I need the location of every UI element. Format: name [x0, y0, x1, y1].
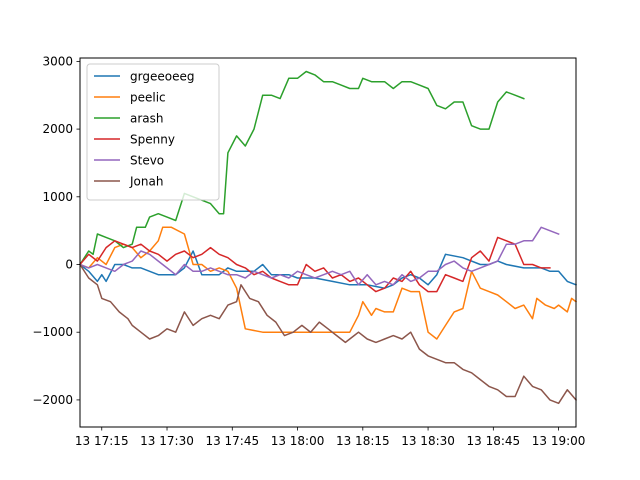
series-line-stevo: [79, 226, 560, 286]
series-line-peelic: [79, 226, 578, 340]
plot-lines: [78, 70, 578, 405]
x-tick-label: 13 17:15: [75, 434, 129, 448]
series-line-arash: [78, 70, 525, 266]
series-line-jonah: [78, 263, 578, 405]
x-tick-label: 13 19:00: [532, 434, 586, 448]
legend-label-spenny: Spenny: [130, 133, 175, 147]
legend-label-peelic: peelic: [130, 91, 166, 105]
plot-area-frame: [79, 57, 577, 428]
y-tick-label: 1000: [42, 190, 73, 204]
legend-label-arash: arash: [130, 112, 164, 126]
legend-label-grgeeoeeg: grgeeoeeg: [130, 70, 194, 84]
legend-label-jonah: Jonah: [129, 175, 163, 189]
y-tick-label: 3000: [42, 54, 73, 68]
legend: grgeeoeeg peelic arash Spenny Stevo Jonah: [86, 63, 220, 201]
x-tick-label: 13 18:30: [401, 434, 455, 448]
y-axis: −2000 −1000 0 1000 2000 3000: [32, 54, 80, 407]
axes-frame: [79, 57, 577, 428]
y-tick-label: 0: [65, 258, 73, 272]
x-tick-label: 13 18:00: [271, 434, 325, 448]
legend-label-stevo: Stevo: [130, 154, 164, 168]
series-line-spenny: [78, 236, 551, 293]
x-tick-label: 13 17:30: [140, 434, 194, 448]
x-tick-label: 13 18:45: [466, 434, 520, 448]
x-axis: 13 17:15 13 17:30 13 17:45 13 18:00 13 18:15…: [75, 427, 586, 448]
y-tick-label: 2000: [42, 122, 73, 136]
y-tick-label: −1000: [32, 325, 73, 339]
y-tick-label: −2000: [32, 393, 73, 407]
x-tick-label: 13 18:15: [336, 434, 390, 448]
legend-box: [86, 63, 220, 201]
x-tick-label: 13 17:45: [205, 434, 259, 448]
